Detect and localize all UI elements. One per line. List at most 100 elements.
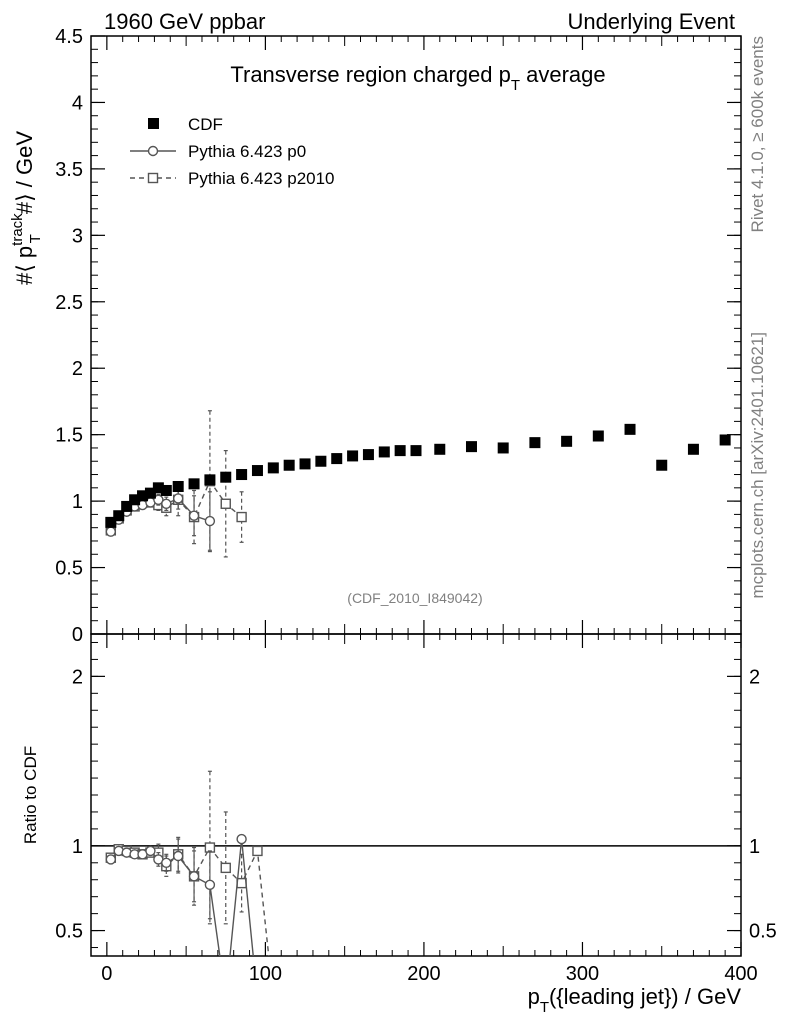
p0-main-marker [105,526,117,537]
p0-ratio-marker [145,845,156,857]
p0-main-marker [204,515,216,527]
rivet-label: Rivet 4.1.0, ≥ 600k events [748,36,767,232]
main-ytick-label: 0 [72,624,83,646]
main-ytick-label: 3 [72,225,83,247]
xtick-label: 400 [724,963,757,985]
main-ylabel: #⟨ ptrackT #⟩ / GeV [9,131,44,285]
main-ytick-label: 4 [72,92,83,114]
cdf-main-marker [267,462,279,474]
ratio-xlabel: pT({leading jet}) / GeV [528,984,742,1016]
cdf-main-marker [105,516,117,528]
cdf-main-marker [137,490,149,502]
cdf-main-marker [331,453,343,465]
cdf-main-marker [251,465,263,477]
main-title-sub: T [511,77,520,94]
p2010-main-marker [236,511,247,523]
p0-ratio-marker [172,850,184,862]
cdf-main-marker [465,441,477,453]
cdf-main-marker [362,449,374,461]
ratio-xlabel-sub: T [540,999,549,1016]
mcplots-label: mcplots.cern.ch [arXiv:2401.10621] [748,332,767,598]
main-annotation: (CDF_2010_I849042) [347,590,482,606]
legend-p2010-marker [147,172,159,184]
ratio-ytick-label: 0.5 [55,921,83,943]
p0-main-marker [153,494,164,505]
cdf-main-marker [719,434,731,446]
p2010-ratio-marker [269,994,278,1003]
main-series-clip [105,410,731,558]
main-series [105,410,731,558]
cdf-main-marker [410,445,422,457]
cdf-main-marker [113,510,125,522]
main-ylabel-sup: track [9,213,26,246]
legend-cdf-marker [148,118,159,129]
cdf-main-marker [378,446,390,458]
legend-cdf-label: CDF [188,115,223,134]
ratio-ytick-label-right: 0.5 [749,921,777,943]
main-title-tail: average [520,62,606,87]
p0-main-marker [188,510,200,521]
main-title-text: Transverse region charged p [230,62,510,87]
main-ylabel-post: #⟩ / GeV [12,131,37,215]
p0-main-marker [172,493,184,504]
cdf-main-group [105,423,731,528]
cdf-main-marker [347,450,359,462]
ratio-series [105,770,278,1003]
ratio-ytick-label-right: 1 [749,836,760,858]
cdf-main-marker [394,445,406,457]
main-ytick-label: 3.5 [55,159,83,181]
p0-ratio-marker [253,994,262,1003]
xtick-label: 300 [566,963,599,985]
cdf-main-marker [687,443,699,455]
ratio-series-clip [105,770,278,1003]
main-ticks: 0 0.5 1 1.5 2 2.5 3 3.5 4 4.5 [55,26,742,646]
main-ytick-label: 1.5 [55,425,83,447]
main-ytick-label: 0.5 [55,558,83,580]
cdf-main-marker [204,474,216,486]
p2010-ratio-marker [236,877,247,889]
xtick-label: 100 [249,963,282,985]
cdf-main-marker [656,459,668,471]
p0-main-marker [161,498,172,509]
header-right: Underlying Event [567,9,735,34]
cdf-main-marker [121,500,133,512]
p0-ratio-marker [105,854,117,865]
xtick-label: 0 [101,963,112,985]
cdf-main-marker [220,471,232,483]
legend-p0-marker [147,145,159,157]
legend: CDF Pythia 6.423 p0 Pythia 6.423 p2010 [130,115,335,188]
ratio-ytick-label: 2 [72,666,83,688]
p0-ratio-line [110,838,254,956]
ratio-xlabel-main: p [528,984,540,1009]
p0-ratio-group [105,833,262,1003]
cdf-main-marker [188,478,200,490]
p2010-ratio-marker [220,862,231,874]
p0-ratio-marker [221,994,230,1003]
cdf-main-marker [160,484,172,496]
cdf-main-marker [152,482,164,494]
main-panel: Transverse region charged pT average #⟨ … [9,26,742,646]
cdf-main-marker [315,455,327,467]
main-ytick-label: 2 [72,358,83,380]
legend-p2010-label: Pythia 6.423 p2010 [188,169,335,188]
main-ytick-label: 1 [72,491,83,513]
cdf-main-marker [144,487,156,499]
ratio-frame [90,633,742,957]
ratio-xlabel-tail: ({leading jet}) / GeV [549,984,741,1009]
main-ylabel-sub: T [27,234,44,243]
ratio-panel: Ratio to CDF pT({leading jet}) / GeV 0 10… [21,633,777,1016]
main-ytick-label: 4.5 [55,26,83,48]
main-ytick-label: 2.5 [55,292,83,314]
cdf-main-marker [529,437,541,449]
cdf-main-marker [129,494,141,506]
cdf-main-marker [172,480,184,492]
cdf-main-marker [283,459,295,471]
p2010-ratio-marker [252,845,263,857]
p0-ratio-marker [236,833,247,845]
cdf-main-marker [236,469,248,481]
cdf-main-marker [561,435,573,447]
cdf-main-marker [497,442,509,454]
ratio-ylabel: Ratio to CDF [21,746,40,844]
ratio-ytick-label-right: 2 [749,666,760,688]
